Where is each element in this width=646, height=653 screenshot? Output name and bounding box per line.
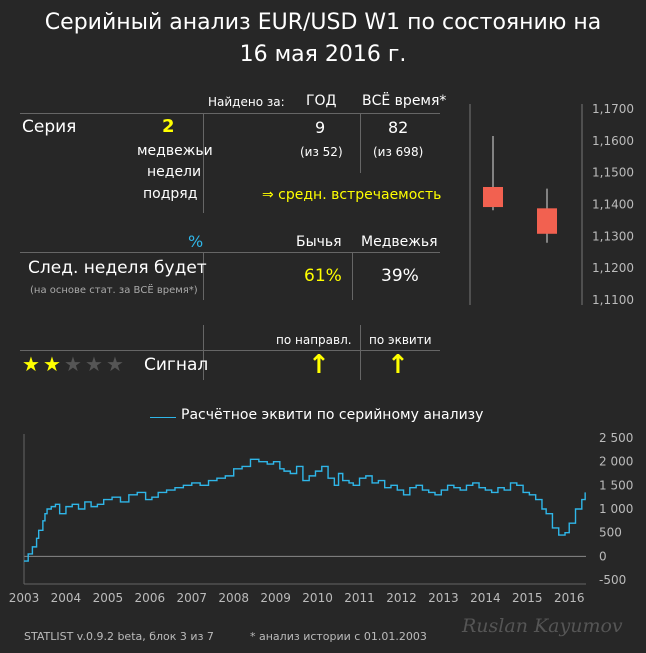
- table-divider: [20, 350, 440, 351]
- x-tick-label: 2014: [470, 591, 501, 605]
- page-title-line2: 16 мая 2016 г.: [239, 42, 407, 67]
- x-tick-label: 2007: [176, 591, 207, 605]
- all-of: (из 698): [373, 145, 424, 159]
- star-icon: ★: [64, 352, 82, 376]
- col-bear-header: Медвежья: [361, 234, 438, 250]
- star-icon: ★: [85, 352, 103, 376]
- all-count: 82: [388, 118, 409, 137]
- arrow-up-icon: ↑: [308, 350, 330, 380]
- candle-body: [483, 186, 503, 208]
- footer-version: STATLIST v.0.9.2 beta, блок 3 из 7: [24, 630, 214, 643]
- table-divider: [360, 113, 361, 173]
- x-tick-label: 2008: [218, 591, 249, 605]
- arrow-up-icon: ↑: [387, 350, 409, 380]
- y-tick-label: 1 500: [599, 478, 633, 492]
- y-tick-label: 1 000: [599, 502, 633, 516]
- legend-line-swatch: [150, 417, 176, 418]
- year-of: (из 52): [300, 145, 343, 159]
- series-desc-2: недели: [147, 164, 202, 180]
- next-week-label: След. неделя будет: [28, 258, 207, 278]
- signal-label: Сигнал: [144, 355, 209, 375]
- x-tick-label: 2012: [386, 591, 417, 605]
- star-icon: ★: [22, 352, 40, 376]
- table-divider: [20, 252, 440, 253]
- equity-series-line: [24, 458, 586, 562]
- year-count: 9: [315, 118, 326, 137]
- next-week-note: (на основе стат. за ВСЁ время*): [30, 285, 198, 296]
- bear-percent: 39%: [381, 266, 419, 286]
- x-tick-label: 2006: [135, 591, 166, 605]
- pct-symbol: %: [188, 232, 204, 251]
- star-icon: ★: [43, 352, 61, 376]
- candle-y-tick-label: 1,1400: [592, 198, 634, 212]
- table-divider: [203, 325, 204, 380]
- candle-y-tick-label: 1,1700: [592, 102, 634, 116]
- series-count: 2: [162, 116, 175, 137]
- series-label: Серия: [22, 117, 77, 137]
- equity-line-chart: 2 500 2 000 1 500 1 000 500 0 -500 2003 2004 2005…: [9, 431, 634, 605]
- by-direction-header: по направл.: [276, 333, 352, 347]
- x-tick-label: 2009: [260, 591, 291, 605]
- found-in-label: Найдено за:: [208, 95, 285, 109]
- author-signature: Ruslan Kayumov: [462, 615, 623, 637]
- candle-y-tick-label: 1,1100: [592, 293, 634, 307]
- chart-legend-label: Расчётное эквити по серийному анализу: [181, 407, 484, 423]
- candle-y-tick-label: 1,1300: [592, 229, 634, 243]
- col-year-header: ГОД: [306, 93, 337, 109]
- star-icon: ★: [106, 352, 124, 376]
- footer-history-note: * анализ истории с 01.01.2003: [250, 630, 427, 643]
- x-tick-label: 2005: [93, 591, 124, 605]
- x-tick-label: 2003: [9, 591, 40, 605]
- y-tick-label: 2 500: [599, 431, 633, 445]
- series-desc-1: медвежьи: [137, 143, 213, 159]
- y-tick-label: 0: [599, 549, 607, 563]
- bull-percent: 61%: [304, 266, 342, 286]
- table-divider: [352, 252, 353, 300]
- candle-body: [537, 208, 557, 234]
- col-bull-header: Бычья: [296, 234, 342, 250]
- candle-y-tick-label: 1,1200: [592, 261, 634, 275]
- candle-y-tick-label: 1,1500: [592, 166, 634, 180]
- candlestick-chart: 1,1700 1,1600 1,1500 1,1400 1,1300 1,1200 1,11…: [469, 102, 634, 307]
- col-all-header: ВСЁ время*: [362, 93, 447, 109]
- y-tick-label: 2 000: [599, 455, 633, 469]
- x-tick-label: 2013: [428, 591, 459, 605]
- table-divider: [203, 252, 204, 300]
- frequency-text: ⇒ средн. встречаемость: [262, 187, 442, 203]
- table-divider: [360, 325, 361, 380]
- x-tick-label: 2011: [344, 591, 375, 605]
- page-title-line1: Серийный анализ EUR/USD W1 по состоянию …: [44, 10, 602, 35]
- x-tick-label: 2015: [512, 591, 543, 605]
- by-equity-header: по эквити: [369, 333, 432, 347]
- table-divider: [203, 113, 204, 213]
- x-tick-label: 2016: [554, 591, 585, 605]
- series-desc-3: подряд: [143, 186, 198, 202]
- x-tick-label: 2004: [51, 591, 82, 605]
- x-tick-label: 2010: [302, 591, 333, 605]
- candle-y-tick-label: 1,1600: [592, 134, 634, 148]
- table-divider: [20, 113, 440, 114]
- y-tick-label: 500: [599, 526, 622, 540]
- y-tick-label: -500: [599, 573, 626, 587]
